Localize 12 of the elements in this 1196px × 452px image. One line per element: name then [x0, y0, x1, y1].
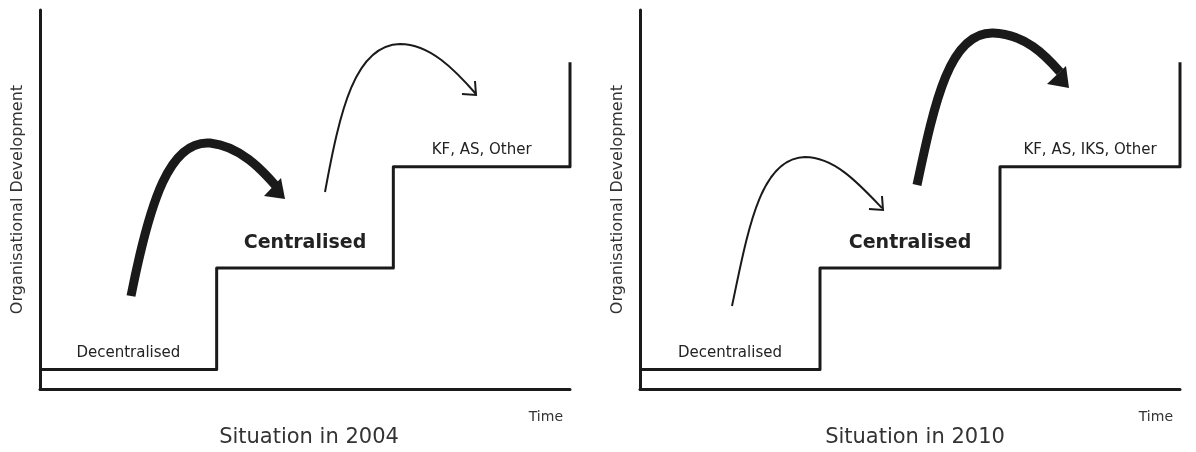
- annotation: Centralised: [848, 229, 972, 252]
- annotation: KF, AS, Other: [431, 140, 533, 159]
- annotation: Decentralised: [678, 342, 782, 361]
- annotation: Decentralised: [76, 342, 181, 361]
- text: Situation in 2004: [219, 423, 399, 448]
- y-axis-title: Organisational Development: [606, 84, 626, 315]
- x-axis-title: Time: [527, 408, 563, 424]
- annotation: Centralised: [243, 229, 367, 252]
- annotation: KF, AS, IKS, Other: [1023, 140, 1158, 159]
- x-axis-title: Time: [1137, 408, 1173, 424]
- y-axis-title: Organisational Development: [6, 84, 26, 315]
- text: Situation in 2010: [825, 423, 1005, 448]
